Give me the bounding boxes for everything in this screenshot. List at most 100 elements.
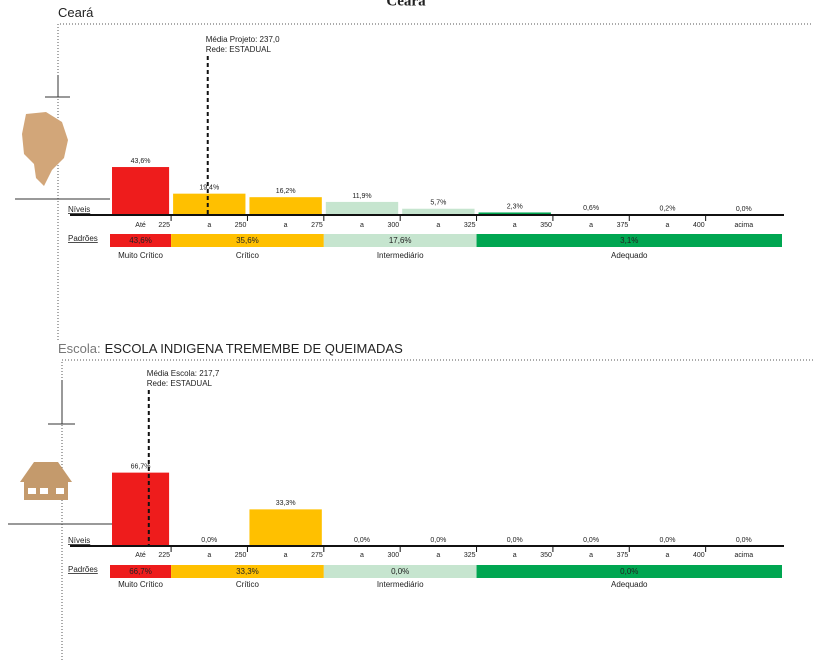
frame	[57, 23, 813, 340]
bar-value-label: 2,3%	[507, 203, 523, 210]
bar	[325, 201, 399, 215]
x-tick-label: 350	[540, 222, 552, 229]
standard-name: Intermediário	[377, 251, 424, 260]
level-label: a	[436, 552, 440, 559]
bar-value-label: 16,2%	[276, 188, 296, 195]
bar-value-label: 0,0%	[354, 537, 370, 544]
standard-value: 66,7%	[129, 567, 152, 576]
bar-value-label: 33,3%	[276, 500, 296, 507]
bar-value-label: 0,2%	[659, 206, 675, 213]
standard-name: Crítico	[236, 251, 260, 260]
section-title: Escola: ESCOLA INDIGENA TREMEMBE DE QUEIM…	[58, 341, 403, 356]
x-tick-label: 225	[158, 552, 170, 559]
frame	[61, 359, 813, 660]
standard-band	[171, 565, 324, 578]
bar-value-label: 11,9%	[352, 193, 371, 200]
standard-value: 0,0%	[391, 567, 409, 576]
title-prefix: Escola:	[58, 341, 101, 356]
x-tick-label: 350	[540, 552, 552, 559]
bar-value-label: 0,0%	[583, 537, 599, 544]
level-label: a	[513, 552, 517, 559]
bar-value-label: 0,0%	[736, 206, 752, 213]
level-label: a	[284, 222, 288, 229]
x-tick-label: 275	[311, 222, 323, 229]
bar	[112, 167, 170, 215]
x-tick-label: 400	[693, 552, 705, 559]
standard-band	[323, 565, 477, 578]
level-label: a	[360, 222, 364, 229]
x-tick-label: 325	[464, 552, 476, 559]
state-icon	[22, 112, 68, 186]
standard-value: 35,6%	[236, 236, 259, 245]
bar	[478, 212, 551, 215]
mean-annotation: Rede: ESTADUAL	[147, 379, 213, 388]
x-tick-label: 250	[235, 222, 247, 229]
x-tick-label: 300	[387, 552, 399, 559]
levels-label: Níveis	[68, 536, 90, 545]
standard-value: 43,6%	[129, 236, 152, 245]
title: ESCOLA INDIGENA TREMEMBE DE QUEIMADAS	[105, 341, 403, 356]
x-tick-label: 375	[617, 222, 629, 229]
level-label: a	[589, 222, 593, 229]
bar	[249, 509, 322, 546]
x-tick-label: 250	[235, 552, 247, 559]
bar-value-label: 0,0%	[736, 537, 752, 544]
bar-value-label: 0,0%	[659, 537, 675, 544]
bar-value-label: 19,4%	[199, 185, 219, 192]
level-label: acima	[734, 552, 753, 559]
standard-value: 3,1%	[620, 236, 638, 245]
standard-name: Intermediário	[377, 580, 424, 589]
level-label: a	[207, 552, 211, 559]
standard-band	[171, 234, 324, 247]
standard-name: Muito Crítico	[118, 251, 163, 260]
level-label: acima	[734, 222, 753, 229]
standard-name: Muito Crítico	[118, 580, 163, 589]
x-tick-label: 225	[158, 222, 170, 229]
x-tick-label: 375	[617, 552, 629, 559]
bar	[249, 197, 322, 215]
standard-name: Adequado	[611, 580, 648, 589]
level-label: Até	[135, 552, 146, 559]
page-title: Ceará	[386, 0, 426, 9]
standards-label: Padrões	[68, 565, 98, 574]
standard-value: 33,3%	[236, 567, 259, 576]
level-label: a	[436, 222, 440, 229]
mean-annotation: Média Escola: 217,7	[147, 369, 220, 378]
standard-band	[476, 234, 782, 247]
level-label: a	[513, 222, 517, 229]
level-label: a	[284, 552, 288, 559]
mean-annotation: Rede: ESTADUAL	[206, 45, 272, 54]
x-tick-label: 300	[387, 222, 399, 229]
x-tick-label: 400	[693, 222, 705, 229]
bar-value-label: 0,0%	[430, 537, 446, 544]
standard-name: Crítico	[236, 580, 260, 589]
standard-value: 17,6%	[389, 236, 412, 245]
school-icon	[20, 462, 72, 500]
bar-value-label: 43,6%	[131, 158, 151, 165]
x-tick-label: 325	[464, 222, 476, 229]
bar-value-label: 0,0%	[201, 537, 217, 544]
title: Ceará	[58, 5, 94, 20]
bar	[173, 193, 246, 215]
level-label: a	[666, 552, 670, 559]
standard-value: 0,0%	[620, 567, 638, 576]
level-label: a	[589, 552, 593, 559]
bar-value-label: 66,7%	[131, 463, 151, 470]
bar	[112, 472, 170, 546]
section-title: Ceará	[58, 5, 94, 20]
bar-value-label: 0,6%	[583, 205, 599, 212]
levels-label: Níveis	[68, 205, 90, 214]
mean-annotation: Média Projeto: 237,0	[206, 35, 280, 44]
standard-band	[323, 234, 477, 247]
level-label: a	[666, 222, 670, 229]
bar-value-label: 5,7%	[430, 200, 446, 207]
level-label: a	[207, 222, 211, 229]
standard-band	[110, 234, 172, 247]
level-label: Até	[135, 222, 146, 229]
standard-band	[110, 565, 172, 578]
level-label: a	[360, 552, 364, 559]
standards-label: Padrões	[68, 234, 98, 243]
standard-name: Adequado	[611, 251, 648, 260]
standard-band	[476, 565, 782, 578]
